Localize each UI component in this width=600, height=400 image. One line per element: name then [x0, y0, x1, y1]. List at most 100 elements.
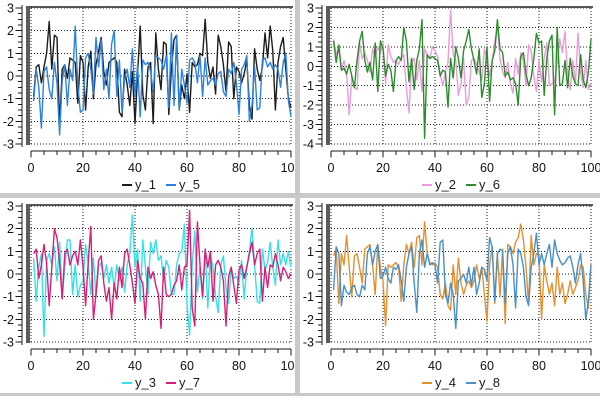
plot-frame-left-bar [326, 204, 330, 343]
legend-label-y_8: y_8 [479, 375, 500, 390]
legend-item-y_1: y_1 [122, 178, 156, 191]
legend-top-left: y_1 y_5 [31, 177, 291, 192]
plot-frame-top-bar [326, 204, 593, 206]
series-line-y_1 [32, 18, 292, 127]
legend-swatch-y_2 [422, 183, 433, 186]
plot-frame-top-bar [26, 6, 293, 8]
x-tick-label: 60 [180, 359, 194, 373]
y-tick-label: -1 [303, 79, 314, 93]
y-tick-label: 1 [307, 40, 314, 54]
legend-label-y_5: y_5 [179, 177, 200, 192]
legend-top-right: y_2 y_6 [331, 177, 591, 192]
x-tick-label: 40 [428, 161, 442, 175]
y-tick-label: 2 [7, 222, 14, 236]
plot-frame-left-bar [326, 6, 330, 145]
series-line-y_6 [332, 19, 592, 139]
y-tick-label: 1 [307, 245, 314, 259]
legend-swatch-y_1 [122, 183, 133, 186]
chart-panel-bottom-left: 3 2 1 0 -1 -2 -3 0 20 40 60 80 100 y_3 y_7 [0, 198, 300, 392]
y-tick-label: -1 [303, 290, 314, 304]
x-tick-label: 80 [232, 359, 246, 373]
x-tick-label: 0 [28, 359, 35, 373]
legend-swatch-y_4 [422, 381, 433, 384]
x-tick-label: 60 [180, 161, 194, 175]
legend-swatch-y_7 [166, 381, 176, 384]
legend-swatch-y_3 [122, 381, 133, 384]
y-tick-label: 2 [307, 21, 314, 35]
y-tick-label: 0 [307, 60, 314, 74]
legend-swatch-y_6 [466, 183, 476, 186]
y-tick-label: 3 [307, 2, 314, 16]
x-tick-label: 100 [581, 161, 600, 175]
legend-label-y_2: y_2 [435, 177, 456, 192]
x-tick-label: 100 [581, 359, 600, 373]
chart-panel-top-left: 3 2 1 0 -1 -2 -3 0 20 40 60 80 100 y_1 y_5 [0, 0, 300, 194]
y-tick-label: 3 [7, 200, 14, 214]
legend-item-y_5: y_5 [166, 178, 200, 191]
chart-panel-bottom-right: 3 2 1 0 -1 -2 -3 0 20 40 60 80 100 y_4 y_8 [300, 198, 600, 392]
x-tick-label: 0 [328, 359, 335, 373]
legend-label-y_6: y_6 [479, 177, 500, 192]
legend-swatch-y_8 [466, 381, 476, 384]
x-tick-label: 20 [76, 359, 90, 373]
legend-item-y_8: y_8 [466, 376, 500, 389]
x-tick-label: 60 [480, 359, 494, 373]
panel-separator-horizontal [0, 193, 600, 198]
y-tick-label: -2 [303, 99, 314, 113]
series-line-y_4 [332, 221, 592, 327]
y-tick-label: -3 [303, 336, 314, 350]
y-tick-label: 2 [7, 24, 14, 38]
y-tick-label: 2 [307, 222, 314, 236]
x-tick-label: 40 [128, 359, 142, 373]
y-tick-label: 1 [7, 245, 14, 259]
plot-frame-top-bar [26, 204, 293, 206]
legend-item-y_2: y_2 [422, 178, 456, 191]
plot-canvas-top-right[interactable]: 3 2 1 0 -1 -2 -3 -4 0 20 40 60 80 100 [300, 0, 600, 194]
y-tick-label: -3 [303, 118, 314, 132]
y-tick-label: 0 [7, 268, 14, 282]
legend-label-y_7: y_7 [179, 375, 200, 390]
series-line-y_8 [332, 232, 592, 330]
plot-canvas-bottom-right[interactable]: 3 2 1 0 -1 -2 -3 0 20 40 60 80 100 [300, 198, 600, 392]
y-tick-label: -1 [3, 290, 14, 304]
y-tick-label: -3 [3, 336, 14, 350]
legend-item-y_6: y_6 [466, 178, 500, 191]
legend-label-y_3: y_3 [135, 375, 156, 390]
plot-frame-left-bar [26, 6, 30, 145]
y-tick-label: -2 [3, 313, 14, 327]
series-line-y_7 [32, 209, 292, 330]
y-tick-label: -3 [3, 138, 14, 152]
legend-label-y_4: y_4 [435, 375, 456, 390]
x-tick-label: 0 [328, 161, 335, 175]
x-tick-label: 60 [480, 161, 494, 175]
y-tick-label: -1 [3, 92, 14, 106]
x-tick-label: 0 [28, 161, 35, 175]
x-tick-label: 80 [532, 359, 546, 373]
y-tick-label: 0 [307, 268, 314, 282]
legend-item-y_7: y_7 [166, 376, 200, 389]
series-line-y_5 [32, 25, 292, 136]
plot-frame-left-bar [26, 204, 30, 343]
x-tick-label: 40 [128, 161, 142, 175]
panel-separator-vertical [295, 0, 300, 394]
plot-frame-top-bar [326, 6, 593, 8]
chart-panel-top-right: 3 2 1 0 -1 -2 -3 -4 0 20 40 60 80 100 y_2 y_6 [300, 0, 600, 194]
legend-swatch-y_5 [166, 183, 176, 186]
y-tick-label: -2 [303, 313, 314, 327]
window-bottom-edge [0, 393, 600, 396]
series-line-y_3 [32, 214, 292, 338]
y-tick-label: 3 [7, 2, 14, 16]
x-tick-label: 20 [76, 161, 90, 175]
legend-bottom-right: y_4 y_8 [331, 375, 591, 390]
x-tick-label: 80 [532, 161, 546, 175]
legend-item-y_4: y_4 [422, 376, 456, 389]
x-tick-label: 20 [376, 161, 390, 175]
legend-label-y_1: y_1 [135, 177, 156, 192]
x-tick-label: 80 [232, 161, 246, 175]
legend-bottom-left: y_3 y_7 [31, 375, 291, 390]
x-tick-label: 20 [376, 359, 390, 373]
x-tick-label: 40 [428, 359, 442, 373]
